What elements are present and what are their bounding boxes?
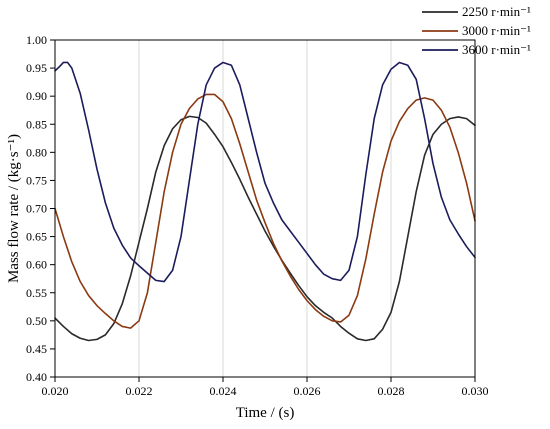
y-axis-ticks: 0.40 0.45 0.50 0.55 0.60 0.65 0.70 0.75 0.80 0.85…	[26, 33, 55, 384]
y-tick-label: 0.50	[26, 314, 47, 328]
x-axis-title: Time / (s)	[236, 405, 295, 421]
y-tick-label: 0.40	[26, 370, 47, 384]
series-line-1	[54, 93, 476, 329]
series-line-0	[54, 115, 476, 342]
x-tick-label: 0.028	[378, 384, 405, 398]
y-tick-label: 0.60	[26, 258, 47, 272]
y-tick-label: 0.75	[26, 173, 47, 187]
plot-frame	[54, 39, 476, 378]
y-tick-label: 0.45	[26, 342, 47, 356]
x-tick-label: 0.020	[42, 384, 69, 398]
legend-label-2: 3600 r·min⁻¹	[462, 42, 531, 57]
series-line-2	[54, 61, 476, 283]
y-tick-label: 0.90	[26, 89, 47, 103]
x-axis-ticks: 0.020 0.022 0.024 0.026 0.028 0.030	[42, 377, 489, 398]
y-tick-label: 0.95	[26, 61, 47, 75]
y-tick-label: 0.55	[26, 286, 47, 300]
legend-label-1: 3000 r·min⁻¹	[462, 23, 531, 38]
y-tick-label: 0.70	[26, 202, 47, 216]
y-tick-label: 1.00	[26, 33, 47, 47]
x-tick-label: 0.024	[210, 384, 237, 398]
y-axis-title: Mass flow rate / (kg·s⁻¹)	[6, 134, 22, 283]
legend: 2250 r·min⁻¹ 3000 r·min⁻¹ 3600 r·min⁻¹	[422, 4, 531, 57]
x-tick-label: 0.022	[126, 384, 153, 398]
x-tick-label: 0.030	[462, 384, 489, 398]
series-lines	[54, 61, 476, 342]
y-tick-label: 0.65	[26, 230, 47, 244]
legend-label-0: 2250 r·min⁻¹	[462, 4, 531, 19]
x-tick-label: 0.026	[294, 384, 321, 398]
y-tick-label: 0.80	[26, 145, 47, 159]
grid-lines	[138, 40, 392, 377]
y-tick-label: 0.85	[26, 117, 47, 131]
